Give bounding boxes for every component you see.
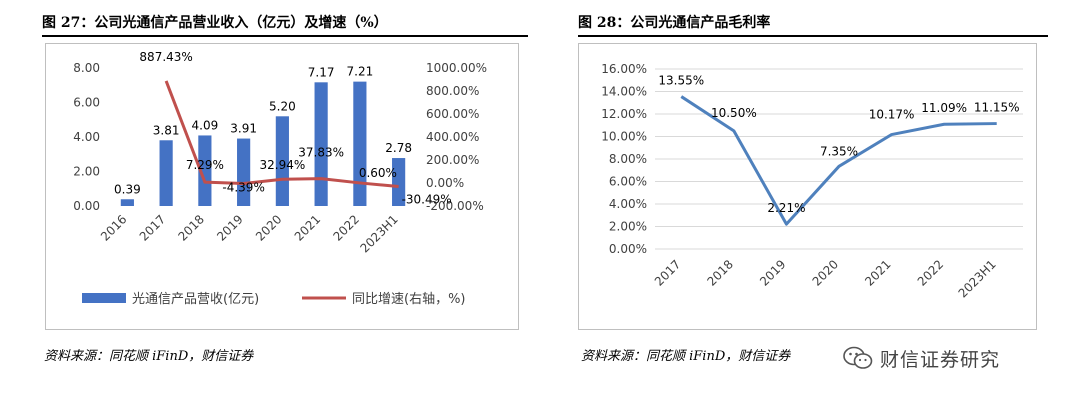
watermark-text: 财信证券研究 <box>880 348 1001 371</box>
margin-data-label: 2.21% <box>767 201 805 215</box>
margin-data-label: 7.35% <box>820 144 858 158</box>
x-tick-label: 2021 <box>292 212 323 243</box>
watermark: 财信证券研究 <box>842 343 1068 373</box>
right-chart-frame: 0.00% 2.00% 4.00% 6.00% 8.00% 10.00% 12.00% 14.… <box>578 43 1037 330</box>
bar-data-label: 0.39 <box>114 182 141 196</box>
y2-tick-label: 200.00% <box>426 153 479 167</box>
x-tick-label: 2023H1 <box>956 257 999 300</box>
revenue-bar <box>314 82 328 206</box>
margin-data-label: 13.55% <box>658 74 704 88</box>
revenue-bar <box>198 135 212 206</box>
revenue-bar <box>392 158 406 206</box>
wechat-icon <box>843 346 873 369</box>
revenue-bar <box>275 116 289 206</box>
margin-data-label: 11.15% <box>974 101 1020 115</box>
right-chart-title: 图 28：公司光通信产品毛利率 <box>578 15 771 31</box>
x-tick-label: 2019 <box>757 257 788 288</box>
x-tick-label: 2022 <box>330 212 361 243</box>
right-source-note: 资料来源：同花顺 iFinD，财信证券 <box>581 349 791 364</box>
y-tick-label: 12.00% <box>601 107 647 121</box>
growth-data-label: 887.43% <box>139 50 192 64</box>
x-tick-label: 2021 <box>862 257 893 288</box>
y2-tick-label: -200.00% <box>426 199 484 213</box>
left-title-rule <box>42 35 528 37</box>
x-tick-label: 2019 <box>214 212 245 243</box>
x-tick-label: 2016 <box>98 212 129 243</box>
y2-tick-label: 0.00% <box>426 176 464 190</box>
bar-data-label: 7.17 <box>308 65 335 79</box>
y2-tick-label: 1000.00% <box>426 61 487 75</box>
bar-data-label: 5.20 <box>269 99 296 113</box>
y2-tick-label: 800.00% <box>426 84 479 98</box>
x-tick-label: 2018 <box>704 257 735 288</box>
y-tick-label: 2.00% <box>609 220 647 234</box>
gross-margin-chart: 0.00% 2.00% 4.00% 6.00% 8.00% 10.00% 12.00% 14.… <box>601 62 1023 300</box>
y-tick-label: 6.00 <box>73 96 100 110</box>
bar-data-label: 7.21 <box>347 65 374 79</box>
bar-data-label: 2.78 <box>385 141 412 155</box>
growth-data-label: -30.49% <box>402 193 452 207</box>
legend-bar-swatch <box>82 293 126 303</box>
revenue-growth-chart: 0.00 2.00 4.00 6.00 8.00 -200.00% 0.00% 200.00%… <box>73 50 487 307</box>
legend-line-label: 同比增速(右轴，%) <box>352 292 466 307</box>
legend-bar-label: 光通信产品营收(亿元) <box>132 292 259 307</box>
y2-tick-label: 600.00% <box>426 107 479 121</box>
revenue-bar <box>120 199 134 206</box>
y-tick-label: 0.00 <box>73 199 100 213</box>
right-title-rule <box>578 35 1048 37</box>
growth-data-label: -4.39% <box>222 181 264 195</box>
left-chart-frame: 0.00 2.00 4.00 6.00 8.00 -200.00% 0.00% 200.00%… <box>45 43 519 330</box>
margin-data-label: 10.17% <box>869 108 915 122</box>
y-tick-label: 4.00 <box>73 130 100 144</box>
y2-tick-label: 400.00% <box>426 130 479 144</box>
y-tick-label: 8.00% <box>609 152 647 166</box>
left-chart-title: 图 27：公司光通信产品营业收入（亿元）及增速（%） <box>42 15 388 31</box>
growth-data-label: 7.29% <box>186 158 224 172</box>
y-tick-label: 4.00% <box>609 197 647 211</box>
left-source-note: 资料来源：同花顺 iFinD，财信证券 <box>44 349 254 364</box>
revenue-bar <box>237 138 251 206</box>
bar-data-label: 3.91 <box>230 122 257 136</box>
y-tick-label: 8.00 <box>73 61 100 75</box>
x-tick-label: 2020 <box>253 212 284 243</box>
margin-data-label: 10.50% <box>711 106 757 120</box>
y-tick-label: 10.00% <box>601 130 647 144</box>
growth-line <box>164 80 399 189</box>
y-tick-label: 6.00% <box>609 175 647 189</box>
revenue-bar <box>159 140 173 206</box>
y-tick-label: 14.00% <box>601 85 647 99</box>
growth-data-label: 32.94% <box>259 158 305 172</box>
bar-data-label: 4.09 <box>192 118 219 132</box>
x-tick-label: 2018 <box>175 212 206 243</box>
x-tick-label: 2023H1 <box>357 212 400 255</box>
revenue-bar <box>353 81 367 206</box>
growth-data-label: 37.83% <box>298 146 344 160</box>
gross-margin-line <box>680 95 997 226</box>
y-tick-label: 16.00% <box>601 62 647 76</box>
x-tick-label: 2017 <box>137 212 168 243</box>
margin-data-label: 11.09% <box>921 101 967 115</box>
y-tick-label: 0.00% <box>609 242 647 256</box>
x-tick-label: 2020 <box>810 257 841 288</box>
growth-data-label: 0.60% <box>359 166 397 180</box>
x-tick-label: 2022 <box>915 257 946 288</box>
x-tick-label: 2017 <box>652 257 683 288</box>
bar-data-label: 3.81 <box>153 123 180 137</box>
y-tick-label: 2.00 <box>73 165 100 179</box>
